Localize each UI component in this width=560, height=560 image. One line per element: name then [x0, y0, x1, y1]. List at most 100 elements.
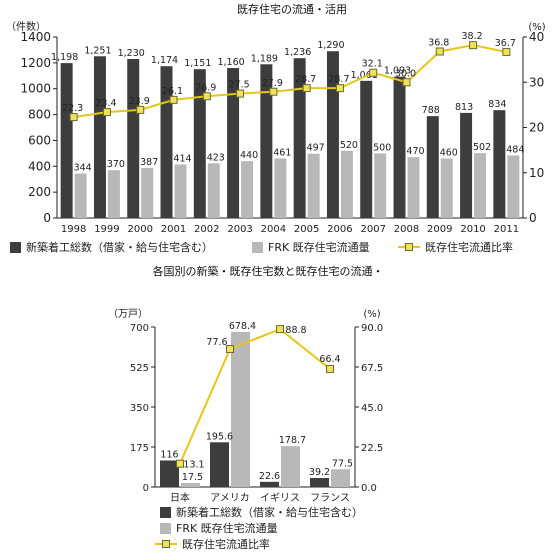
data-label-new-construction: 1,251	[84, 45, 111, 56]
data-label-ratio: 28.7	[328, 74, 349, 85]
bar-new-construction	[160, 460, 179, 487]
bar-frk-stock	[231, 331, 250, 487]
data-label-frk: 387	[140, 157, 158, 168]
bar-frk-stock	[507, 155, 520, 218]
bar-new-construction	[260, 64, 273, 218]
x-tick: 2004	[261, 224, 286, 235]
x-tick: 2002	[194, 224, 219, 235]
data-label-ratio: 22.3	[62, 103, 83, 114]
bar-new-construction	[193, 69, 206, 219]
data-label-new-construction: 22.6	[259, 471, 280, 482]
y-right-tick: 10	[529, 166, 544, 180]
y-right-tick: 22.5	[361, 443, 383, 454]
point-ratio	[136, 105, 145, 114]
legend-swatch-frk	[160, 523, 171, 534]
point-ratio	[202, 92, 211, 101]
point-ratio	[402, 78, 411, 87]
bar-new-construction	[93, 56, 106, 218]
x-tick: 2000	[127, 224, 152, 235]
x-tick: 1999	[94, 224, 119, 235]
data-label-ratio: 36.8	[428, 37, 449, 48]
bar-frk-stock	[440, 158, 453, 218]
point-ratio	[502, 47, 511, 56]
bar-new-construction	[326, 51, 339, 218]
bar-new-construction	[493, 110, 506, 218]
y-left-unit: （万戸）	[108, 308, 148, 320]
data-label-ratio: 38.2	[461, 31, 482, 42]
series-line-ratio	[73, 44, 507, 119]
data-label-frk: 500	[373, 142, 391, 153]
y-right-tick: 45.0	[361, 403, 383, 414]
bar-frk-stock	[307, 153, 320, 218]
bar-frk-stock	[374, 153, 387, 218]
data-label-new-construction: 813	[455, 102, 473, 113]
bar-new-construction	[127, 58, 140, 218]
data-label-new-construction: 1,093	[384, 66, 411, 77]
y-right-unit: (%)	[363, 309, 380, 320]
bar-frk-stock	[281, 446, 300, 487]
legend-label: 新築着工総数（借家・給与住宅含む）	[176, 505, 363, 519]
x-tick: 2007	[360, 224, 385, 235]
point-ratio	[269, 87, 278, 96]
point-ratio	[469, 41, 478, 50]
bar-new-construction	[393, 76, 406, 219]
bar-frk-stock	[174, 164, 187, 218]
data-label-frk: 497	[307, 143, 325, 154]
bar-frk-stock	[407, 157, 420, 218]
point-ratio	[102, 108, 111, 117]
data-label-ratio: 27.5	[228, 80, 249, 91]
data-label-ratio: 27.9	[262, 78, 283, 89]
data-label-frk: 178.7	[279, 435, 306, 446]
x-tick: 2006	[327, 224, 352, 235]
bar-new-construction	[210, 442, 229, 487]
bar-frk-stock	[274, 158, 287, 218]
y-left-tick: 1000	[20, 82, 51, 96]
point-ratio	[169, 95, 178, 104]
data-label-ratio: 26.9	[195, 82, 216, 93]
data-label-frk: 678.4	[229, 321, 256, 332]
bar-frk-stock	[474, 153, 487, 218]
data-label-new-construction: 1,160	[217, 57, 244, 68]
data-label-new-construction: 195.6	[206, 431, 233, 442]
data-label-ratio: 26.1	[162, 86, 183, 97]
data-label-frk: 460	[440, 148, 458, 159]
point-ratio	[302, 84, 311, 93]
x-tick: 2010	[460, 224, 485, 235]
data-label-new-construction: 1,290	[317, 40, 344, 51]
data-label-frk: 414	[173, 153, 191, 164]
data-label-new-construction: 788	[422, 105, 440, 116]
y-left-tick: 0	[143, 483, 149, 494]
x-tick: アメリカ	[210, 492, 250, 504]
point-ratio	[226, 345, 234, 354]
point-ratio	[69, 113, 78, 122]
data-label-new-construction: 1,151	[184, 58, 211, 69]
data-label-new-construction: 1,189	[251, 53, 278, 64]
legend-marker-ratio	[405, 243, 413, 251]
data-label-frk: 370	[107, 159, 125, 170]
data-label-new-construction: 1,230	[118, 48, 145, 59]
data-label-new-construction: 116	[160, 449, 178, 460]
data-label-new-construction: 1,236	[284, 47, 311, 58]
data-label-ratio: 28.7	[295, 74, 316, 85]
point-ratio	[176, 459, 184, 468]
point-ratio	[369, 68, 378, 77]
bar-new-construction	[460, 112, 473, 218]
bar-frk-stock	[107, 170, 120, 218]
x-tick: 2003	[227, 224, 252, 235]
chart-title: 既存住宅の流通・活用	[237, 2, 347, 16]
y-left-tick: 1400	[20, 30, 51, 44]
y-right-tick: 67.5	[361, 363, 383, 374]
y-left-tick: 800	[28, 108, 51, 122]
bar-new-construction	[426, 116, 439, 218]
point-ratio	[435, 47, 444, 56]
data-label-frk: 423	[207, 152, 225, 163]
point-ratio	[326, 364, 334, 373]
data-label-new-construction: 1,061	[351, 70, 378, 81]
data-label-ratio: 23.9	[129, 96, 150, 107]
data-label-ratio: 77.6	[206, 337, 227, 348]
legend-label: 新築着工総数（借家・給与住宅含む）	[26, 240, 213, 254]
data-label-frk: 17.5	[182, 472, 203, 483]
bar-frk-stock	[331, 469, 350, 487]
data-label-ratio: 23.4	[95, 98, 116, 109]
